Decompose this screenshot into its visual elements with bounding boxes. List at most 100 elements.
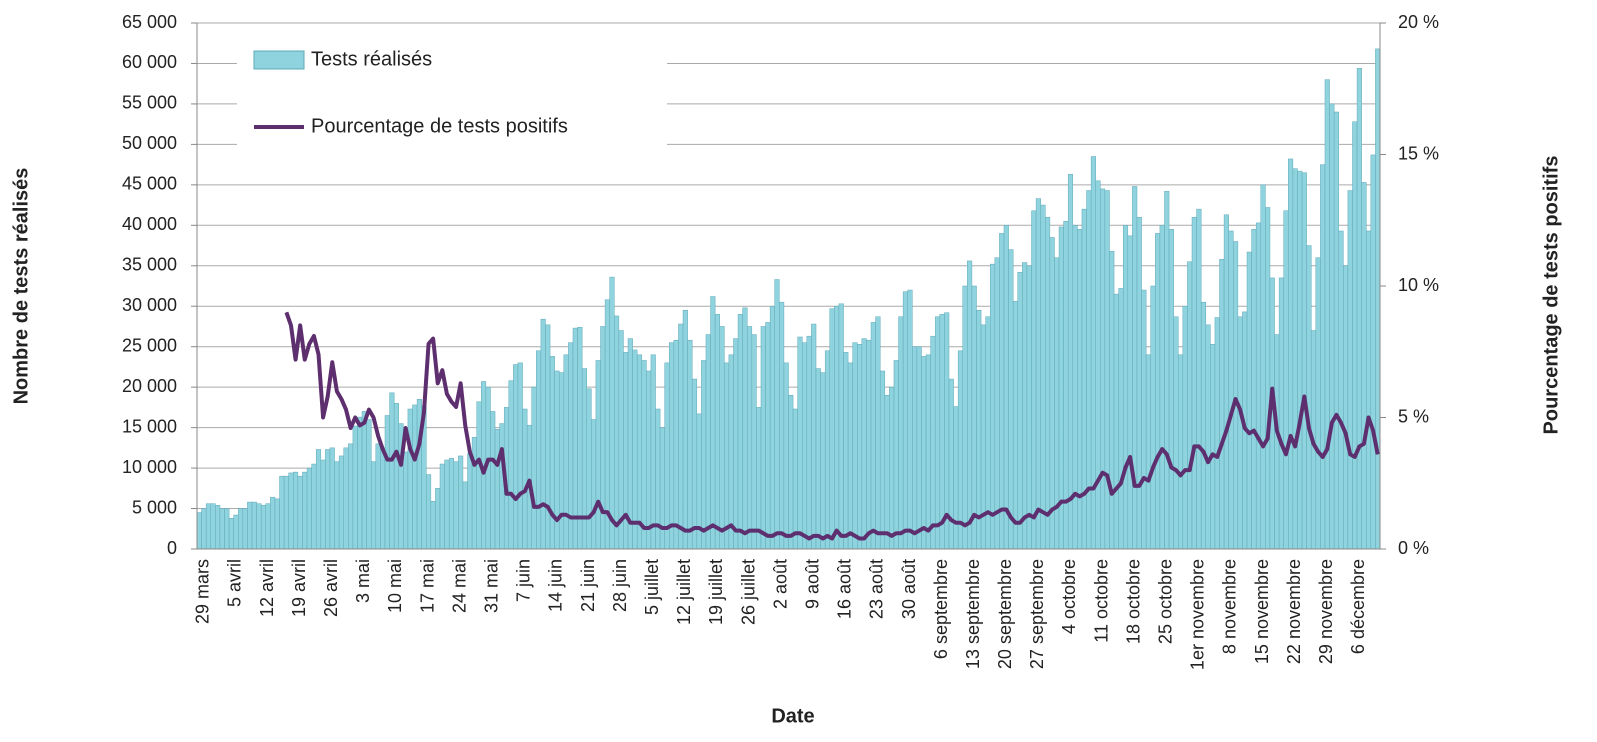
x-tick-label: 17 mai — [417, 559, 437, 613]
bar — [948, 378, 954, 550]
bar — [536, 350, 542, 550]
bar — [866, 339, 872, 550]
bar — [769, 305, 775, 550]
bar — [238, 508, 244, 550]
bar — [641, 360, 647, 550]
bar — [1347, 190, 1353, 550]
bar — [1292, 168, 1298, 550]
bar — [251, 501, 257, 550]
x-tick-label: 30 août — [899, 559, 919, 619]
bar — [705, 334, 711, 550]
bar — [196, 512, 202, 550]
bar — [889, 386, 895, 550]
bar — [967, 260, 973, 550]
bar — [435, 488, 441, 550]
bar — [1127, 235, 1133, 550]
y-tick-label: 0 — [167, 538, 177, 558]
bar — [462, 481, 468, 550]
bar — [1187, 261, 1193, 550]
y-tick-label: 20 000 — [122, 376, 177, 396]
bar — [1278, 277, 1284, 550]
bar — [370, 461, 377, 550]
bar — [1260, 184, 1266, 550]
bar — [971, 285, 977, 550]
bar — [733, 338, 739, 550]
bar — [1333, 111, 1339, 550]
bar — [1246, 251, 1252, 550]
bar — [710, 296, 716, 550]
bar — [490, 411, 496, 550]
x-axis-title: Date — [771, 705, 814, 727]
bar — [742, 307, 748, 550]
bar — [916, 346, 922, 550]
y2-tick-label: 15 % — [1398, 143, 1439, 163]
bar — [852, 342, 858, 550]
bar — [1008, 249, 1014, 550]
x-tick-label: 6 septembre — [931, 559, 951, 659]
y2-tick-label: 5 % — [1398, 406, 1429, 426]
x-tick-label: 22 novembre — [1284, 559, 1304, 664]
bar — [1237, 316, 1243, 550]
x-tick-label: 6 décembre — [1348, 559, 1368, 654]
bar — [714, 314, 720, 550]
bar — [453, 461, 459, 550]
x-tick-label: 9 août — [802, 559, 822, 609]
bar — [476, 401, 482, 550]
bar — [1255, 222, 1262, 550]
bar — [857, 344, 863, 550]
x-tick-label: 26 avril — [321, 559, 341, 617]
y-tick-label: 35 000 — [122, 255, 177, 275]
x-tick-label: 16 août — [835, 559, 855, 619]
bar — [586, 388, 592, 550]
bar — [1177, 354, 1184, 550]
bar — [1274, 334, 1280, 550]
x-tick-label: 19 juillet — [706, 559, 726, 625]
bar — [448, 458, 455, 550]
x-tick-label: 20 septembre — [995, 559, 1015, 669]
bar — [513, 364, 519, 550]
bar — [297, 475, 303, 550]
bar — [471, 437, 477, 550]
y-tick-label: 65 000 — [122, 12, 177, 32]
bar — [990, 263, 996, 550]
bar — [765, 322, 771, 550]
bar — [687, 339, 693, 550]
bar — [1026, 265, 1032, 550]
bar — [930, 335, 936, 550]
bar — [1228, 230, 1234, 550]
bar — [1338, 230, 1344, 550]
bar — [636, 354, 643, 550]
bar — [201, 508, 207, 550]
bar — [1168, 229, 1174, 550]
bar — [531, 386, 537, 550]
legend-label: Pourcentage de tests positifs — [311, 115, 568, 137]
bar — [558, 372, 565, 550]
bar — [274, 498, 280, 550]
y-tick-label: 10 000 — [122, 457, 177, 477]
bar — [737, 314, 743, 550]
bar — [1049, 237, 1055, 550]
bar — [1251, 229, 1257, 550]
bar — [375, 443, 381, 550]
bar — [962, 285, 968, 550]
bar — [875, 316, 881, 550]
bar — [664, 362, 670, 550]
bar — [338, 455, 344, 550]
bar — [334, 461, 340, 550]
bar — [879, 370, 886, 550]
bar — [957, 350, 963, 550]
bar — [288, 472, 294, 550]
bar — [325, 449, 331, 550]
bar — [224, 508, 230, 550]
bar — [976, 310, 982, 550]
bar — [824, 350, 831, 550]
bar — [352, 425, 358, 550]
y-tick-label: 45 000 — [122, 174, 177, 194]
bar — [600, 326, 606, 550]
bar — [811, 323, 817, 550]
bar — [999, 233, 1005, 550]
legend-swatch — [253, 50, 305, 70]
bar — [669, 342, 675, 550]
bar — [357, 416, 363, 550]
